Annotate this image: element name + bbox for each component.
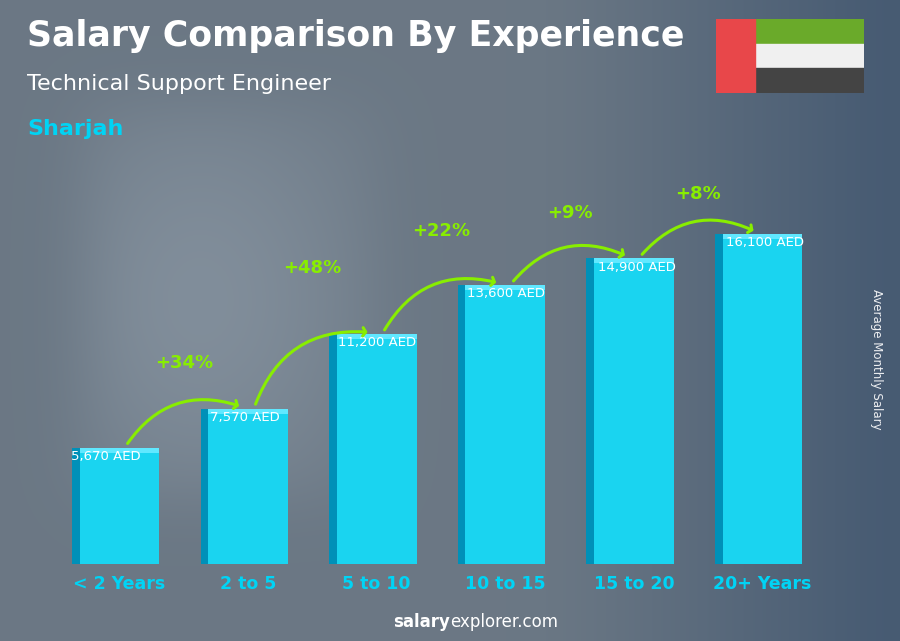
Text: +8%: +8% xyxy=(675,185,721,203)
Bar xyxy=(594,258,674,564)
Bar xyxy=(465,285,545,564)
Bar xyxy=(723,234,802,564)
Text: +22%: +22% xyxy=(412,222,470,240)
Text: +48%: +48% xyxy=(284,259,342,277)
Bar xyxy=(208,409,288,413)
Text: 16,100 AED: 16,100 AED xyxy=(726,236,805,249)
Bar xyxy=(458,285,467,564)
Text: 5,670 AED: 5,670 AED xyxy=(71,450,140,463)
Bar xyxy=(201,409,210,564)
Text: +9%: +9% xyxy=(547,204,592,222)
Text: Sharjah: Sharjah xyxy=(27,119,123,138)
Text: +34%: +34% xyxy=(155,354,213,372)
Bar xyxy=(80,448,159,453)
Bar xyxy=(723,234,802,238)
Text: Salary Comparison By Experience: Salary Comparison By Experience xyxy=(27,19,684,53)
Text: Average Monthly Salary: Average Monthly Salary xyxy=(870,288,883,429)
Bar xyxy=(465,285,545,290)
Bar xyxy=(80,448,159,564)
Text: explorer.com: explorer.com xyxy=(450,613,558,631)
Bar xyxy=(586,258,595,564)
Text: 11,200 AED: 11,200 AED xyxy=(338,337,417,349)
Bar xyxy=(208,409,288,564)
Bar xyxy=(337,335,417,564)
Text: salary: salary xyxy=(393,613,450,631)
Bar xyxy=(715,234,724,564)
Bar xyxy=(716,44,864,69)
Bar xyxy=(329,335,338,564)
Text: Technical Support Engineer: Technical Support Engineer xyxy=(27,74,331,94)
Bar xyxy=(337,335,417,339)
Bar xyxy=(716,19,755,93)
Bar xyxy=(716,19,864,44)
Text: 14,900 AED: 14,900 AED xyxy=(598,260,676,274)
Bar xyxy=(594,258,674,263)
Text: 13,600 AED: 13,600 AED xyxy=(467,287,544,300)
Bar xyxy=(72,448,81,564)
Text: 7,570 AED: 7,570 AED xyxy=(210,411,279,424)
Bar xyxy=(716,69,864,93)
